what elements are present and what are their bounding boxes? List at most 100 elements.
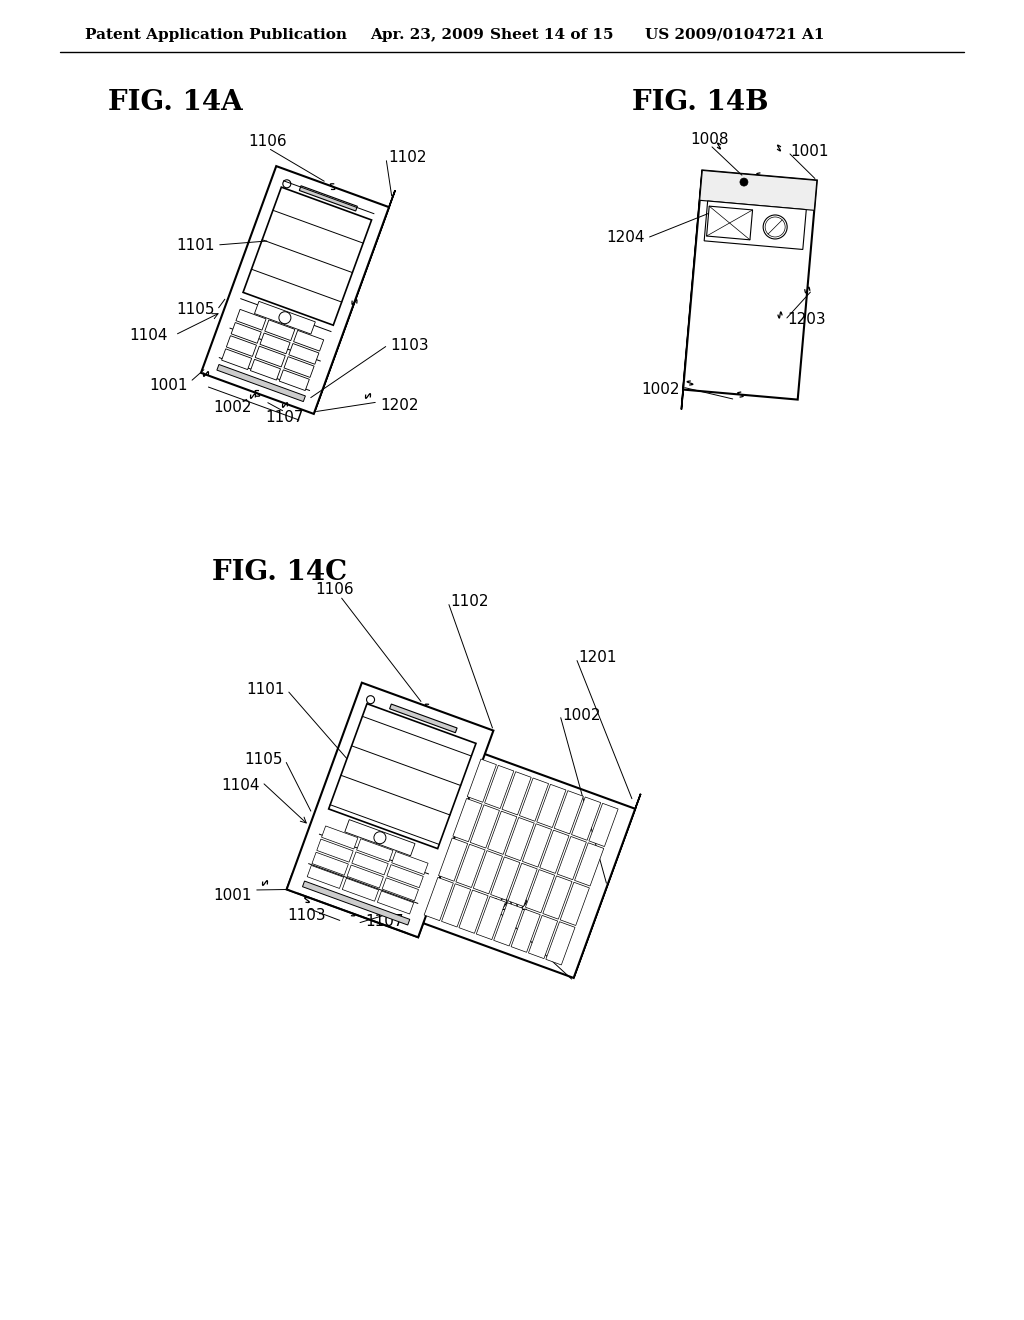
Text: 1203: 1203 <box>787 313 825 327</box>
Polygon shape <box>307 866 344 888</box>
Polygon shape <box>231 322 261 343</box>
Text: 1001: 1001 <box>790 144 828 160</box>
Polygon shape <box>574 842 604 886</box>
Text: 1202: 1202 <box>380 397 419 412</box>
Text: 1101: 1101 <box>176 238 215 252</box>
Polygon shape <box>537 784 566 828</box>
Polygon shape <box>316 840 353 862</box>
Polygon shape <box>528 915 558 958</box>
Polygon shape <box>280 370 309 391</box>
Polygon shape <box>573 793 641 978</box>
Text: 1002: 1002 <box>641 383 680 397</box>
Polygon shape <box>441 884 471 927</box>
Text: 1107: 1107 <box>366 915 404 929</box>
Polygon shape <box>424 878 454 920</box>
Text: Patent Application Publication: Patent Application Publication <box>85 28 347 42</box>
Polygon shape <box>313 190 395 414</box>
Text: 1102: 1102 <box>450 594 488 610</box>
Polygon shape <box>201 166 389 414</box>
Polygon shape <box>236 309 266 330</box>
Polygon shape <box>255 346 286 367</box>
Polygon shape <box>392 851 428 875</box>
Text: 1106: 1106 <box>249 135 288 149</box>
Polygon shape <box>705 201 806 249</box>
Polygon shape <box>356 838 393 862</box>
Text: 1106: 1106 <box>315 582 354 598</box>
Polygon shape <box>347 865 383 888</box>
Polygon shape <box>699 170 817 210</box>
Text: 1201: 1201 <box>578 651 616 665</box>
Polygon shape <box>522 824 552 867</box>
Polygon shape <box>484 766 514 809</box>
Polygon shape <box>438 838 468 882</box>
Polygon shape <box>251 359 281 380</box>
Polygon shape <box>589 804 618 846</box>
Polygon shape <box>459 890 488 933</box>
Text: 1107: 1107 <box>266 409 304 425</box>
Polygon shape <box>540 830 569 874</box>
Circle shape <box>763 215 787 239</box>
Text: 1104: 1104 <box>221 777 260 792</box>
Polygon shape <box>414 751 635 978</box>
Text: US 2009/0104721 A1: US 2009/0104721 A1 <box>645 28 824 42</box>
Polygon shape <box>511 909 541 952</box>
Text: 1008: 1008 <box>691 132 729 148</box>
Polygon shape <box>217 364 305 401</box>
Text: 1102: 1102 <box>388 150 427 165</box>
Polygon shape <box>387 865 423 887</box>
Polygon shape <box>470 805 500 847</box>
Text: 1101: 1101 <box>247 682 285 697</box>
Polygon shape <box>378 891 414 913</box>
Polygon shape <box>543 876 572 919</box>
Text: 1103: 1103 <box>390 338 429 352</box>
Polygon shape <box>243 187 372 325</box>
Polygon shape <box>302 880 410 925</box>
Polygon shape <box>255 301 315 334</box>
Polygon shape <box>289 343 318 364</box>
Text: 1204: 1204 <box>606 231 645 246</box>
Polygon shape <box>683 170 817 400</box>
Polygon shape <box>502 772 531 814</box>
Polygon shape <box>707 206 753 240</box>
Text: FIG. 14A: FIG. 14A <box>108 88 243 116</box>
Polygon shape <box>681 170 702 409</box>
Polygon shape <box>284 356 314 378</box>
Polygon shape <box>525 870 555 913</box>
Polygon shape <box>456 845 485 887</box>
Polygon shape <box>487 812 517 854</box>
Polygon shape <box>352 851 388 875</box>
Polygon shape <box>473 850 503 894</box>
Polygon shape <box>571 797 601 841</box>
Polygon shape <box>265 319 295 341</box>
Text: FIG. 14C: FIG. 14C <box>212 558 347 586</box>
Polygon shape <box>342 878 379 902</box>
Polygon shape <box>389 704 457 733</box>
Circle shape <box>740 178 748 186</box>
Text: 1001: 1001 <box>150 378 188 392</box>
Polygon shape <box>382 878 419 900</box>
Polygon shape <box>329 704 476 849</box>
Text: 1104: 1104 <box>129 327 168 342</box>
Polygon shape <box>494 903 523 946</box>
Text: 1001: 1001 <box>213 887 252 903</box>
Text: Sheet 14 of 15: Sheet 14 of 15 <box>490 28 613 42</box>
Polygon shape <box>557 837 587 879</box>
Polygon shape <box>287 874 424 937</box>
Polygon shape <box>287 682 494 937</box>
Polygon shape <box>294 330 324 351</box>
Text: FIG. 14B: FIG. 14B <box>632 88 768 116</box>
Text: Apr. 23, 2009: Apr. 23, 2009 <box>370 28 484 42</box>
Polygon shape <box>221 348 252 370</box>
Polygon shape <box>312 853 348 875</box>
Polygon shape <box>453 799 482 842</box>
Text: 1105: 1105 <box>176 302 215 318</box>
Text: 1103: 1103 <box>288 908 327 923</box>
Polygon shape <box>505 817 535 861</box>
Polygon shape <box>546 921 575 965</box>
Text: 1202: 1202 <box>490 898 528 912</box>
Text: 1002: 1002 <box>214 400 252 416</box>
Polygon shape <box>467 759 497 803</box>
Polygon shape <box>508 863 538 907</box>
Text: 1105: 1105 <box>245 752 283 767</box>
Polygon shape <box>345 820 415 855</box>
